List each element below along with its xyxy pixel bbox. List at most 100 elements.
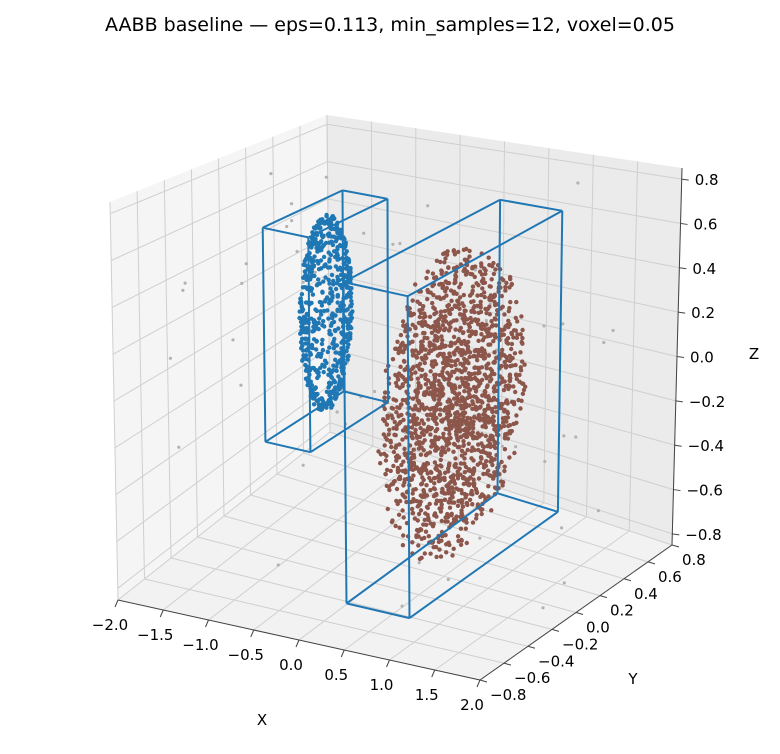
y-tick <box>623 578 632 582</box>
cluster-2-point <box>470 399 475 404</box>
cluster-2-point <box>514 299 519 305</box>
cluster-2-point <box>487 441 493 447</box>
cluster-2-point <box>483 268 488 273</box>
cluster-2-point <box>459 341 464 346</box>
cluster-2-point <box>518 406 523 411</box>
x-tick <box>386 659 390 668</box>
noise-point <box>398 241 402 246</box>
noise-point <box>313 270 317 274</box>
cluster-2-point <box>411 447 416 452</box>
cluster-1-point <box>346 256 351 262</box>
cluster-2-point <box>515 332 520 337</box>
points-layer <box>168 172 615 610</box>
cluster-2-point <box>403 470 408 475</box>
aabb-edge-cluster-1 <box>261 227 267 442</box>
cluster-2-point <box>457 328 462 333</box>
cluster-1-point <box>334 364 339 369</box>
cluster-2-point <box>385 506 390 512</box>
cluster-1-point <box>313 385 318 391</box>
cluster-1-point <box>298 296 303 301</box>
cluster-2-point <box>467 324 472 330</box>
cluster-2-point <box>472 310 477 315</box>
cluster-2-point <box>396 512 402 517</box>
cluster-2-point <box>503 288 508 293</box>
y-tick-label: 0.0 <box>586 619 610 637</box>
cluster-2-point <box>409 313 414 318</box>
noise-point <box>240 281 244 285</box>
cluster-1-point <box>330 403 335 408</box>
cluster-1-point <box>348 336 353 341</box>
cluster-2-point <box>413 370 418 375</box>
cluster-2-point <box>398 332 404 338</box>
cluster-2-point <box>454 486 459 491</box>
cluster-2-point <box>458 434 464 440</box>
cluster-2-point <box>488 333 493 338</box>
cluster-2-point <box>487 304 492 309</box>
cluster-2-point <box>520 335 525 341</box>
cluster-2-point <box>458 526 464 531</box>
cluster-2-point <box>507 358 512 364</box>
cluster-2-point <box>448 480 453 485</box>
cluster-2-point <box>492 316 497 321</box>
cluster-1-point <box>317 299 323 305</box>
cluster-1-point <box>345 345 350 350</box>
noise-point <box>231 338 235 342</box>
cluster-2-point <box>437 382 443 388</box>
cluster-2-point <box>472 481 477 486</box>
x-tick-label: 1.5 <box>415 686 439 704</box>
cluster-2-point <box>490 462 495 468</box>
cluster-2-point <box>402 477 407 482</box>
cluster-2-point <box>434 334 440 340</box>
cluster-2-point <box>420 494 425 500</box>
cluster-2-point <box>378 452 384 457</box>
cluster-1-point <box>314 338 319 344</box>
cluster-2-point <box>448 320 454 325</box>
cluster-2-point <box>442 477 447 483</box>
cluster-2-point <box>412 516 418 521</box>
noise-point <box>574 435 578 439</box>
cluster-2-point <box>500 420 506 425</box>
cluster-2-point <box>429 444 434 449</box>
cluster-2-point <box>515 319 520 324</box>
cluster-2-point <box>474 405 479 411</box>
cluster-2-point <box>499 333 504 338</box>
cluster-2-point <box>431 275 437 281</box>
cluster-2-point <box>437 538 443 544</box>
cluster-2-point <box>425 269 430 274</box>
cluster-2-point <box>478 460 483 465</box>
cluster-2-point <box>432 359 437 364</box>
cluster-2-point <box>434 258 440 263</box>
cluster-2-point <box>509 331 515 337</box>
cluster-1-point <box>329 272 335 278</box>
cluster-2-point <box>494 355 499 360</box>
noise-point <box>541 606 545 610</box>
cluster-2-point <box>416 446 422 451</box>
aabb-edge-cluster-2 <box>497 492 559 513</box>
cluster-1-point <box>333 286 339 292</box>
aabb-edge-cluster-2 <box>499 198 563 212</box>
cluster-1-point <box>326 384 332 389</box>
cluster-2-point <box>502 359 507 365</box>
cluster-1-point <box>328 286 333 291</box>
cluster-2-point <box>409 506 415 512</box>
cluster-1-point <box>318 258 324 263</box>
cluster-1-point <box>314 347 319 352</box>
z-tick <box>679 267 687 270</box>
cluster-2-point <box>483 450 489 456</box>
cluster-2-point <box>422 407 427 412</box>
cluster-2-point <box>469 299 474 305</box>
cluster-2-point <box>429 330 435 335</box>
cluster-2-point <box>480 393 485 398</box>
cluster-2-point <box>507 374 512 379</box>
cluster-1-point <box>311 225 317 230</box>
cluster-1-point <box>331 278 336 284</box>
cluster-2-point <box>438 463 443 468</box>
z-tick <box>678 311 686 314</box>
cluster-2-point <box>419 373 424 379</box>
cluster-2-point <box>449 306 455 312</box>
cluster-1-point <box>316 226 322 231</box>
x-tick <box>295 639 300 648</box>
cluster-2-point <box>470 520 476 525</box>
cluster-2-point <box>499 376 505 381</box>
aabb-edge-cluster-1 <box>309 401 389 454</box>
